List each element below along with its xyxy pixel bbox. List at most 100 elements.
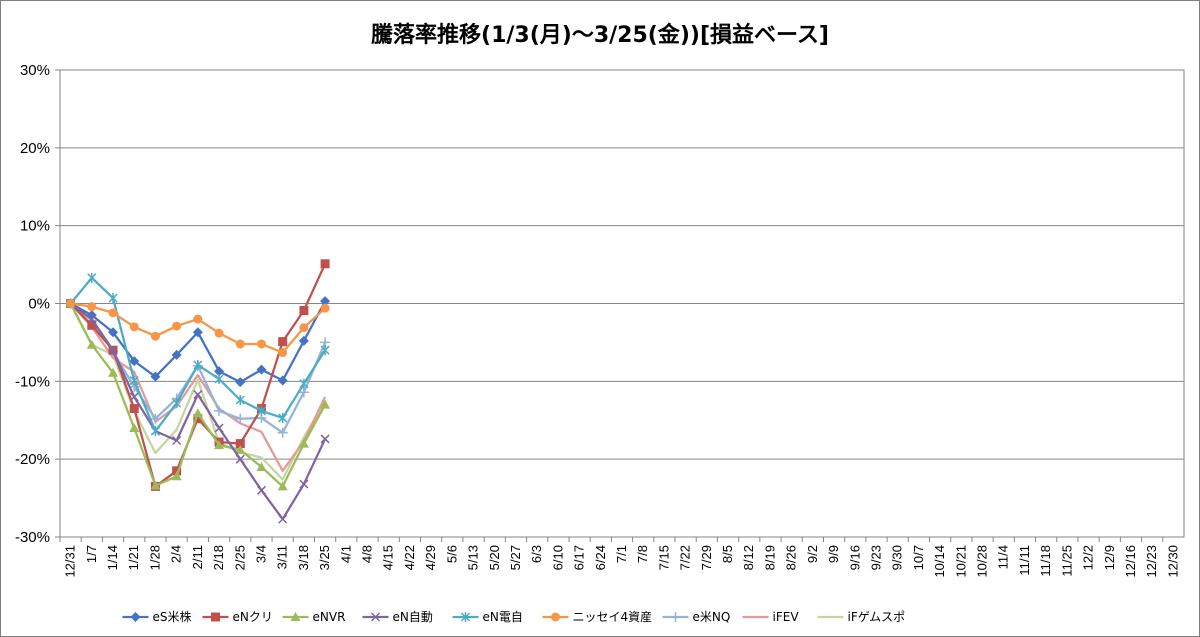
data-point [172,398,182,409]
data-point [278,514,288,524]
data-point [108,308,118,318]
data-point [150,331,160,341]
x-tick-label: 3/18 [296,545,311,570]
x-tick-label: 11/25 [1059,545,1074,577]
data-point [320,296,331,307]
data-point [108,327,119,338]
x-tick-label: 10/28 [975,545,990,578]
y-tick-label: 10% [20,218,50,235]
x-tick-label: 5/27 [508,545,523,570]
x-tick-label: 12/31 [63,545,78,578]
x-tick-label: 8/5 [720,545,735,563]
y-tick-label: -10% [15,373,50,390]
data-point [150,480,161,490]
data-point [86,339,97,349]
data-point [192,408,203,418]
data-point [299,479,309,489]
data-point [108,367,119,377]
x-tick-label: 7/29 [699,545,714,570]
x-tick-label: 9/30 [890,545,905,570]
x-tick-label: 3/11 [275,545,290,569]
legend-label: eN電自 [483,610,523,624]
data-point [370,612,381,622]
data-point [193,390,203,400]
legend-entry: iFEV [742,610,799,624]
x-tick-label: 4/29 [423,545,438,570]
data-point [299,378,309,389]
chart-title: 騰落率推移(1/3(月)～3/25(金))[損益ベース] [371,22,829,48]
data-point [235,439,245,449]
data-point [235,454,245,464]
x-tick-label: 9/16 [847,545,862,570]
data-point [87,272,97,283]
data-point [150,426,160,437]
x-tick-label: 9/9 [826,545,841,563]
x-tick-label: 4/8 [360,545,375,563]
x-tick-label: 1/14 [105,545,120,570]
data-point [298,438,309,448]
data-point [277,427,288,438]
series-group [65,259,331,524]
x-tick-label: 6/24 [593,545,608,570]
data-point [460,612,471,622]
data-point [150,371,161,382]
x-tick-label: 5/20 [487,545,502,570]
x-tick-label: 11/11 [1017,545,1032,576]
x-tick-label: 11/4 [996,545,1011,569]
data-point [87,320,97,330]
data-point [320,399,331,409]
data-point [256,339,266,349]
x-tick-label: 2/4 [169,545,184,563]
data-point [298,387,309,398]
legend-entry: iFゲムスポ [817,610,905,624]
data-point [129,375,139,386]
data-point [171,349,182,360]
data-point [320,434,330,444]
data-point [108,345,118,355]
legend-label: ニッセイ4資産 [573,609,653,624]
x-tick-label: 5/13 [466,545,481,570]
legend: eS米株 eNクリ eNVR eN自動 eN電自 ニッセイ4資産 e米NQ iFEV iFゲムス… [122,609,905,624]
data-point [278,348,288,358]
data-point [235,413,246,424]
legend-entry: eNクリ [202,610,273,624]
x-tick-label: 4/22 [402,545,417,570]
series-5 [66,272,330,437]
data-point [150,413,161,424]
x-tick-label: 1/7 [84,545,99,563]
data-point [193,414,203,424]
data-point [214,423,224,433]
x-tick-label: 4/15 [381,545,396,570]
legend-entry: eN電自 [452,610,523,624]
data-point [214,373,224,384]
legend-entry: e米NQ [662,610,730,624]
data-point [235,377,246,388]
data-point [172,466,182,476]
data-point [235,444,246,454]
data-point [235,339,245,349]
data-point [320,345,330,356]
x-tick-label: 12/9 [1102,545,1117,570]
data-point [320,259,330,269]
x-tick-label: 12/2 [1081,545,1096,570]
data-point [193,314,203,324]
legend-entry: ニッセイ4資産 [542,609,653,624]
x-tick-label: 2/18 [211,545,226,570]
data-point [129,404,139,414]
data-point [299,306,309,316]
x-tick-label: 12/23 [1144,545,1159,578]
data-point [87,302,97,312]
data-point [211,612,220,622]
data-point [256,461,267,471]
x-tick-label: 8/12 [741,545,756,570]
data-point [214,366,225,377]
data-point [172,321,182,331]
x-tick-label: 3/4 [253,545,268,563]
series-8 [69,302,327,472]
data-point [670,612,681,622]
data-point [129,356,140,367]
x-tick-label: 2/11 [190,545,205,569]
x-tick-label: 5/6 [444,545,459,563]
